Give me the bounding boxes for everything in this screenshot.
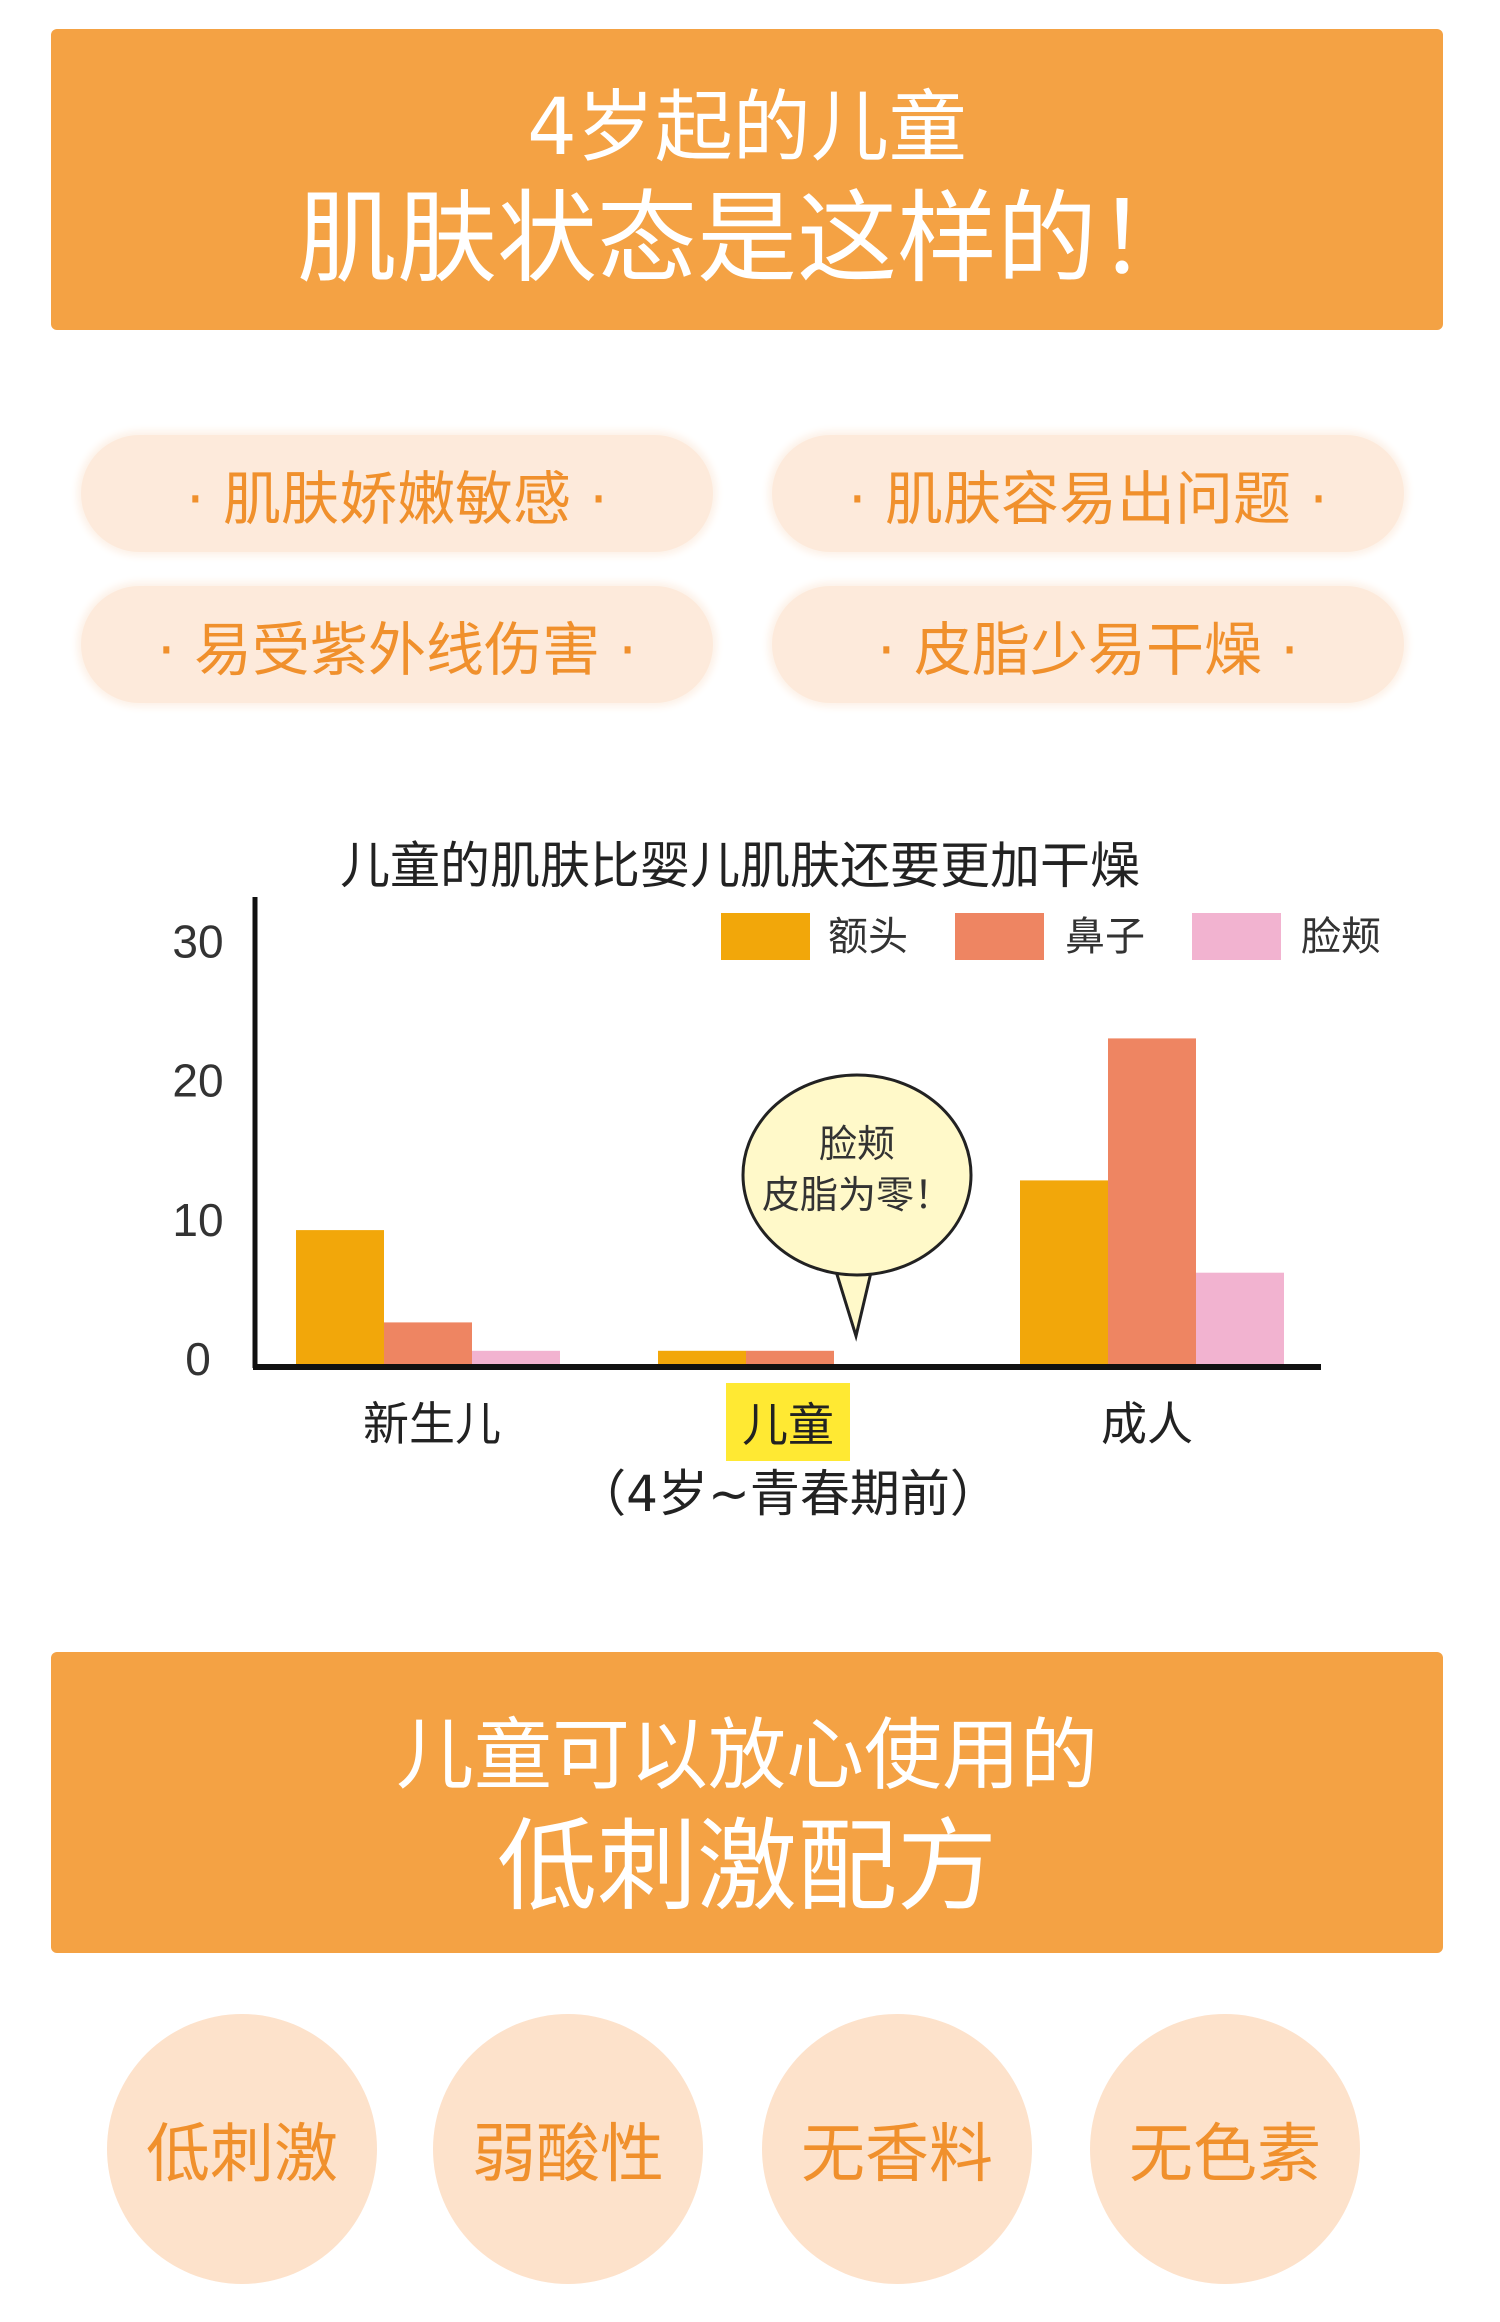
feature-pill: · 皮脂少易干燥 · bbox=[772, 586, 1404, 703]
header-banner-skin: 4岁起的儿童 肌肤状态是这样的！ bbox=[51, 29, 1443, 330]
header-line1: 4岁起的儿童 bbox=[527, 83, 967, 173]
annotation-line1: 脸颊 bbox=[819, 1122, 895, 1166]
bar-脸颊-成人 bbox=[1196, 1272, 1284, 1365]
legend-label: 鼻子 bbox=[1065, 914, 1145, 960]
legend-swatch bbox=[1192, 913, 1281, 960]
category-label: 成人 bbox=[1101, 1397, 1193, 1451]
legend-label: 脸颊 bbox=[1301, 914, 1381, 960]
header-line1: 儿童可以放心使用的 bbox=[395, 1711, 1098, 1801]
header-line2: 低刺激配方 bbox=[497, 1808, 997, 1925]
y-tick-label: 20 bbox=[172, 1055, 223, 1107]
bar-鼻子-新生儿 bbox=[384, 1322, 472, 1365]
bar-鼻子-成人 bbox=[1108, 1038, 1196, 1365]
badge-circle: 低刺激 bbox=[107, 2014, 377, 2284]
feature-pill: · 易受紫外线伤害 · bbox=[81, 586, 713, 703]
chart-title: 儿童的肌肤比婴儿肌肤还要更加干燥 bbox=[340, 837, 1140, 895]
category-label-highlighted: 儿童 bbox=[726, 1383, 850, 1461]
bar-额头-新生儿 bbox=[296, 1230, 384, 1365]
category-label: 新生儿 bbox=[363, 1397, 501, 1451]
y-tick-label: 30 bbox=[172, 916, 223, 968]
legend-swatch bbox=[721, 913, 810, 960]
y-tick-label: 10 bbox=[172, 1194, 223, 1246]
bar-额头-成人 bbox=[1020, 1180, 1108, 1365]
badge-circle: 无色素 bbox=[1090, 2014, 1360, 2284]
category-note: （4岁~青春期前） bbox=[576, 1465, 1000, 1523]
header-banner-formula: 儿童可以放心使用的 低刺激配方 bbox=[51, 1652, 1443, 1953]
bar-鼻子-儿童 bbox=[746, 1350, 834, 1365]
speech-bubble bbox=[741, 1073, 973, 1277]
annotation-line2: 皮脂为零！ bbox=[762, 1173, 952, 1217]
speech-bubble-tail bbox=[832, 1266, 874, 1342]
legend-swatch bbox=[955, 913, 1044, 960]
y-tick-label: 0 bbox=[185, 1333, 211, 1385]
badge-circle: 弱酸性 bbox=[433, 2014, 703, 2284]
legend-label: 额头 bbox=[828, 914, 908, 960]
speech-bubble-joint bbox=[838, 1262, 870, 1272]
feature-pill: · 肌肤容易出问题 · bbox=[772, 435, 1404, 552]
badge-circle: 无香料 bbox=[762, 2014, 1032, 2284]
feature-pill: · 肌肤娇嫩敏感 · bbox=[81, 435, 713, 552]
header-line2: 肌肤状态是这样的！ bbox=[297, 180, 1197, 297]
bar-脸颊-新生儿 bbox=[472, 1350, 560, 1365]
bar-额头-儿童 bbox=[658, 1350, 746, 1365]
